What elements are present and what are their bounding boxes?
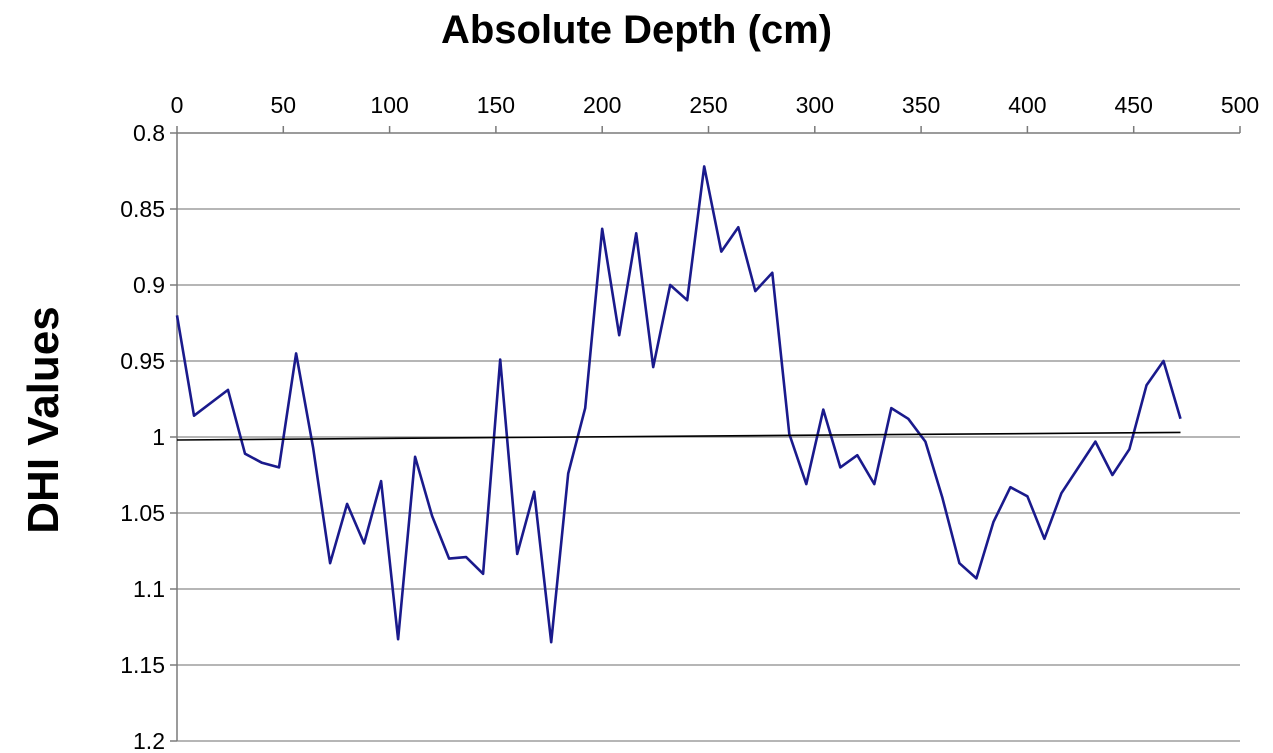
y-tick-label: 1.1 xyxy=(133,576,165,602)
x-tick-label: 300 xyxy=(796,92,834,118)
x-tick-label: 450 xyxy=(1115,92,1153,118)
y-tick-label: 0.85 xyxy=(120,196,165,222)
x-tick-label: 350 xyxy=(902,92,940,118)
x-tick-label: 200 xyxy=(583,92,621,118)
x-tick-label: 150 xyxy=(477,92,515,118)
y-tick-label: 1 xyxy=(152,424,165,450)
y-tick-label: 1.05 xyxy=(120,500,165,526)
x-tick-label: 400 xyxy=(1008,92,1046,118)
x-tick-label: 250 xyxy=(689,92,727,118)
y-tick-label: 1.15 xyxy=(120,652,165,678)
y-tick-label: 0.95 xyxy=(120,348,165,374)
series-line-dhi xyxy=(175,165,1182,644)
x-tick-label: 50 xyxy=(271,92,297,118)
trend-line xyxy=(176,431,1181,441)
x-tick-label: 0 xyxy=(171,92,184,118)
y-tick-label: 0.9 xyxy=(133,272,165,298)
y-tick-label: 1.2 xyxy=(133,728,165,753)
x-tick-label: 100 xyxy=(370,92,408,118)
x-tick-label: 500 xyxy=(1221,92,1259,118)
x-axis-title: Absolute Depth (cm) xyxy=(440,8,833,52)
y-tick-label: 0.8 xyxy=(133,120,165,146)
